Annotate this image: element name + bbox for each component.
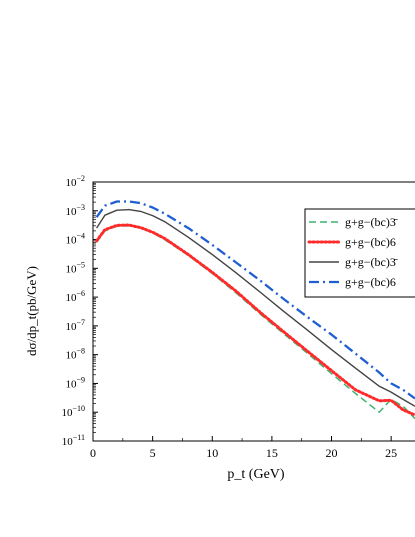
legend-label-3: g+g−(bc)3̄ (345, 255, 398, 269)
y-tick-label: 10−4 (65, 232, 85, 247)
series-line-4 (95, 200, 415, 400)
legend-label-1: g+g−(bc)3̄ (345, 215, 398, 229)
y-tick-label: 10−7 (65, 318, 85, 333)
y-tick-label: 10−11 (62, 433, 85, 448)
x-tick-label: 20 (326, 446, 338, 460)
y-axis-label: dσ/dp_t(pb/GeV) (24, 266, 39, 356)
x-axis-label: p_t (GeV) (227, 467, 284, 482)
x-tick-label: 15 (266, 446, 278, 460)
legend-label-2: g+g−(bc)6 (345, 235, 396, 249)
x-tick-label: 5 (150, 446, 156, 460)
series-layer (95, 200, 415, 420)
x-tick-label: 0 (90, 446, 96, 460)
x-axis-ticks: 0 5 10 15 20 25 (90, 436, 397, 460)
plot-frame-line (92, 181, 415, 442)
y-tick-label: 10−6 (65, 289, 85, 304)
y-tick-label: 10−2 (65, 174, 85, 189)
y-axis-ticks: 10−11 10−10 10−9 10−8 10−7 10−6 10−5 10−4 10−3 10… (61, 174, 98, 448)
y-tick-label: 10−5 (65, 260, 85, 275)
plot-frame (92, 181, 415, 442)
series-line-3 (96, 208, 415, 407)
legend-label-4: g+g−(bc)6 (345, 275, 396, 289)
y-tick-label: 10−10 (61, 404, 85, 419)
y-tick-label: 10−8 (65, 347, 85, 362)
y-tick-label: 10−9 (65, 375, 85, 390)
x-tick-label: 10 (206, 446, 218, 460)
legend: g+g−(bc)3̄ g+g−(bc)6 g+g−(bc)3̄ g+g−(bc)6 (304, 208, 415, 298)
series-line-2 (95, 223, 415, 417)
x-tick-label: 25 (385, 446, 397, 460)
y-tick-label: 10−3 (65, 203, 85, 218)
